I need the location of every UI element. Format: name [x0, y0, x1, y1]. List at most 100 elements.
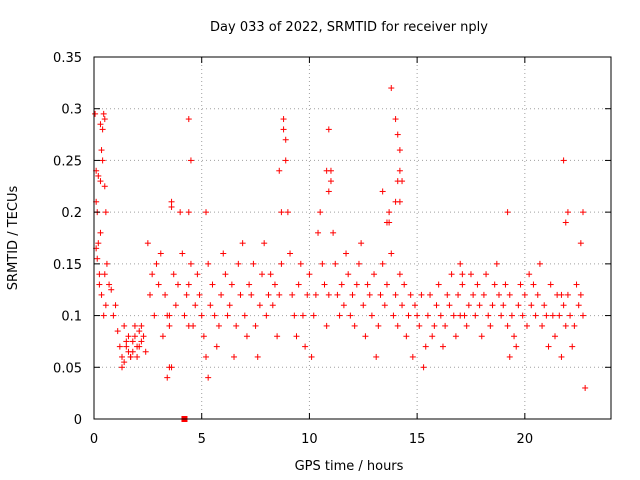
data-point — [444, 291, 451, 298]
data-point — [429, 333, 436, 340]
data-point — [414, 312, 421, 319]
x-tick-label: 20 — [517, 432, 534, 447]
data-point — [427, 291, 434, 298]
data-point — [289, 291, 296, 298]
data-point — [394, 178, 401, 185]
data-point — [101, 271, 108, 278]
data-point — [203, 209, 210, 216]
data-point — [470, 291, 477, 298]
data-point — [526, 271, 533, 278]
data-point — [226, 302, 233, 309]
data-point — [396, 271, 403, 278]
data-point — [504, 209, 511, 216]
data-point — [577, 291, 584, 298]
data-point — [98, 147, 105, 154]
data-point — [220, 250, 227, 257]
data-point — [203, 353, 210, 360]
data-point — [383, 219, 390, 226]
x-tick-label: 0 — [90, 432, 98, 447]
data-point — [411, 302, 418, 309]
data-point — [96, 281, 103, 288]
data-point — [506, 291, 513, 298]
x-axis-label: GPS time / hours — [295, 459, 404, 474]
data-point — [131, 322, 138, 329]
y-tick-label: 0 — [74, 413, 82, 428]
data-point — [472, 312, 479, 319]
data-point — [364, 281, 371, 288]
data-point — [340, 302, 347, 309]
data-point — [476, 302, 483, 309]
data-point — [103, 260, 110, 267]
y-tick-label: 0.1 — [61, 310, 82, 325]
data-point — [181, 312, 188, 319]
data-point — [513, 343, 520, 350]
data-point — [134, 353, 141, 360]
data-point — [334, 291, 341, 298]
data-point — [351, 322, 358, 329]
data-point — [95, 240, 102, 247]
data-point — [493, 260, 500, 267]
data-point — [504, 322, 511, 329]
data-point — [151, 312, 158, 319]
data-point — [506, 353, 513, 360]
data-point — [209, 281, 216, 288]
data-point — [457, 312, 464, 319]
data-point — [228, 281, 235, 288]
data-point — [282, 157, 289, 164]
data-point — [539, 322, 546, 329]
data-point — [170, 271, 177, 278]
data-point — [95, 172, 102, 179]
data-points — [92, 85, 589, 422]
data-point — [480, 291, 487, 298]
data-point — [545, 343, 552, 350]
data-point — [185, 322, 192, 329]
data-point — [446, 302, 453, 309]
data-point — [235, 260, 242, 267]
data-point — [521, 291, 528, 298]
data-point — [177, 209, 184, 216]
data-point — [96, 271, 103, 278]
data-point — [455, 291, 462, 298]
data-point — [582, 384, 589, 391]
data-point — [302, 343, 309, 350]
data-point — [218, 291, 225, 298]
data-point — [491, 281, 498, 288]
data-point — [149, 271, 156, 278]
data-point — [250, 260, 257, 267]
data-point — [155, 281, 162, 288]
data-point — [293, 333, 300, 340]
y-axis-label: SRMTID / TECUs — [6, 186, 21, 291]
data-point — [373, 353, 380, 360]
data-point — [418, 291, 425, 298]
data-point — [276, 291, 283, 298]
x-tick-label: 5 — [198, 432, 206, 447]
data-point — [142, 348, 149, 355]
axis-ticks — [93, 56, 611, 420]
data-point — [183, 291, 190, 298]
data-point — [452, 333, 459, 340]
data-point — [100, 110, 107, 117]
data-point — [306, 271, 313, 278]
data-point — [166, 322, 173, 329]
data-point — [562, 322, 569, 329]
data-point — [267, 271, 274, 278]
data-point — [310, 312, 317, 319]
data-point — [321, 281, 328, 288]
data-point — [94, 255, 101, 262]
data-point — [394, 322, 401, 329]
data-point — [388, 85, 395, 92]
grid-lines — [94, 57, 611, 419]
data-point — [360, 302, 367, 309]
data-point — [422, 343, 429, 350]
data-point — [579, 312, 586, 319]
y-tick-label: 0.05 — [53, 361, 82, 376]
data-point — [213, 343, 220, 350]
data-point — [207, 302, 214, 309]
data-point — [252, 322, 259, 329]
data-point — [567, 312, 574, 319]
data-point — [409, 353, 416, 360]
data-point — [99, 126, 106, 133]
data-point — [396, 167, 403, 174]
data-point — [519, 312, 526, 319]
